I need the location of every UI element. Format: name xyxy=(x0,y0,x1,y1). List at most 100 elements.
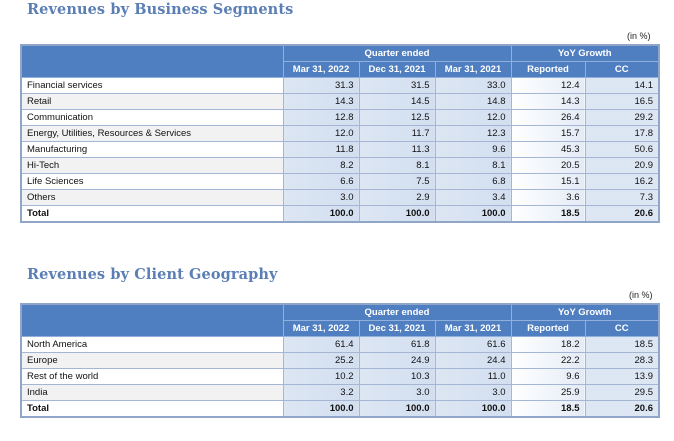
geography-col-mar-2021: Mar 31, 2021 xyxy=(434,320,512,337)
cell-value: 6.6 xyxy=(282,173,360,190)
row-label: Hi-Tech xyxy=(20,157,284,174)
cell-value: 45.3 xyxy=(510,141,586,158)
cell-value: 11.0 xyxy=(434,368,512,385)
row-label: Retail xyxy=(20,93,284,110)
cell-value: 100.0 xyxy=(282,400,360,418)
cell-value: 100.0 xyxy=(434,205,512,223)
row-label: Total xyxy=(20,205,284,223)
cell-value: 11.3 xyxy=(358,141,436,158)
cell-value: 7.5 xyxy=(358,173,436,190)
segments-col-cc: CC xyxy=(584,61,660,78)
cell-value: 15.1 xyxy=(510,173,586,190)
cell-value: 7.3 xyxy=(584,189,660,206)
cell-value: 16.5 xyxy=(584,93,660,110)
cell-value: 14.1 xyxy=(584,77,660,94)
cell-value: 31.5 xyxy=(358,77,436,94)
segments-col-dec-2021: Dec 31, 2021 xyxy=(358,61,436,78)
table-row: India 3.2 3.0 3.0 25.9 29.5 xyxy=(20,384,660,401)
table-row: North America 61.4 61.8 61.6 18.2 18.5 xyxy=(20,336,660,353)
segments-header-quarter-ended: Quarter ended xyxy=(282,44,512,62)
cell-value: 3.0 xyxy=(358,384,436,401)
cell-value: 22.2 xyxy=(510,352,586,369)
segments-title: Revenues by Business Segments xyxy=(27,1,294,18)
cell-value: 3.0 xyxy=(282,189,360,206)
cell-value: 24.9 xyxy=(358,352,436,369)
cell-value: 28.3 xyxy=(584,352,660,369)
cell-value: 14.5 xyxy=(358,93,436,110)
cell-value: 18.5 xyxy=(510,400,586,418)
cell-value: 16.2 xyxy=(584,173,660,190)
table-row: Communication 12.8 12.5 12.0 26.4 29.2 xyxy=(20,109,660,126)
geography-header-blank xyxy=(20,303,284,337)
cell-value: 11.7 xyxy=(358,125,436,142)
row-label: Europe xyxy=(20,352,284,369)
cell-value: 10.3 xyxy=(358,368,436,385)
total-row: Total 100.0 100.0 100.0 18.5 20.6 xyxy=(20,400,660,418)
cell-value: 8.1 xyxy=(358,157,436,174)
table-row: Energy, Utilities, Resources & Services … xyxy=(20,125,660,142)
row-label: Energy, Utilities, Resources & Services xyxy=(20,125,284,142)
cell-value: 20.6 xyxy=(584,205,660,223)
cell-value: 24.4 xyxy=(434,352,512,369)
segments-table: Quarter ended YoY Growth Mar 31, 2022 De… xyxy=(20,44,661,223)
geography-table: Quarter ended YoY Growth Mar 31, 2022 De… xyxy=(20,303,661,418)
table-row: Others 3.0 2.9 3.4 3.6 7.3 xyxy=(20,189,660,206)
cell-value: 14.3 xyxy=(510,93,586,110)
cell-value: 10.2 xyxy=(282,368,360,385)
row-label: Life Sciences xyxy=(20,173,284,190)
table-row: Hi-Tech 8.2 8.1 8.1 20.5 20.9 xyxy=(20,157,660,174)
cell-value: 12.5 xyxy=(358,109,436,126)
cell-value: 20.6 xyxy=(584,400,660,418)
cell-value: 100.0 xyxy=(358,400,436,418)
cell-value: 50.6 xyxy=(584,141,660,158)
cell-value: 3.2 xyxy=(282,384,360,401)
cell-value: 61.4 xyxy=(282,336,360,353)
cell-value: 31.3 xyxy=(282,77,360,94)
segments-col-mar-2021: Mar 31, 2021 xyxy=(434,61,512,78)
cell-value: 20.5 xyxy=(510,157,586,174)
geography-header-quarter-ended: Quarter ended xyxy=(282,303,512,321)
row-label: North America xyxy=(20,336,284,353)
cell-value: 61.6 xyxy=(434,336,512,353)
cell-value: 13.9 xyxy=(584,368,660,385)
cell-value: 2.9 xyxy=(358,189,436,206)
cell-value: 15.7 xyxy=(510,125,586,142)
table-row: Life Sciences 6.6 7.5 6.8 15.1 16.2 xyxy=(20,173,660,190)
cell-value: 100.0 xyxy=(434,400,512,418)
cell-value: 100.0 xyxy=(358,205,436,223)
geography-col-reported: Reported xyxy=(510,320,586,337)
cell-value: 9.6 xyxy=(434,141,512,158)
cell-value: 14.8 xyxy=(434,93,512,110)
row-label: India xyxy=(20,384,284,401)
cell-value: 12.4 xyxy=(510,77,586,94)
cell-value: 3.6 xyxy=(510,189,586,206)
cell-value: 20.9 xyxy=(584,157,660,174)
cell-value: 33.0 xyxy=(434,77,512,94)
segments-unit-label: (in %) xyxy=(627,31,651,41)
row-label: Manufacturing xyxy=(20,141,284,158)
cell-value: 3.4 xyxy=(434,189,512,206)
segments-header-blank xyxy=(20,44,284,78)
cell-value: 8.1 xyxy=(434,157,512,174)
table-row: Rest of the world 10.2 10.3 11.0 9.6 13.… xyxy=(20,368,660,385)
segments-col-mar-2022: Mar 31, 2022 xyxy=(282,61,360,78)
cell-value: 25.2 xyxy=(282,352,360,369)
cell-value: 3.0 xyxy=(434,384,512,401)
cell-value: 12.0 xyxy=(434,109,512,126)
cell-value: 18.5 xyxy=(510,205,586,223)
cell-value: 29.2 xyxy=(584,109,660,126)
segments-col-reported: Reported xyxy=(510,61,586,78)
segments-header-yoy-growth: YoY Growth xyxy=(510,44,660,62)
row-label: Financial services xyxy=(20,77,284,94)
geography-unit-label: (in %) xyxy=(629,290,653,300)
cell-value: 11.8 xyxy=(282,141,360,158)
cell-value: 61.8 xyxy=(358,336,436,353)
geography-col-dec-2021: Dec 31, 2021 xyxy=(358,320,436,337)
row-label: Communication xyxy=(20,109,284,126)
cell-value: 17.8 xyxy=(584,125,660,142)
table-row: Retail 14.3 14.5 14.8 14.3 16.5 xyxy=(20,93,660,110)
table-row: Financial services 31.3 31.5 33.0 12.4 1… xyxy=(20,77,660,94)
cell-value: 26.4 xyxy=(510,109,586,126)
geography-title: Revenues by Client Geography xyxy=(27,266,278,283)
row-label: Others xyxy=(20,189,284,206)
